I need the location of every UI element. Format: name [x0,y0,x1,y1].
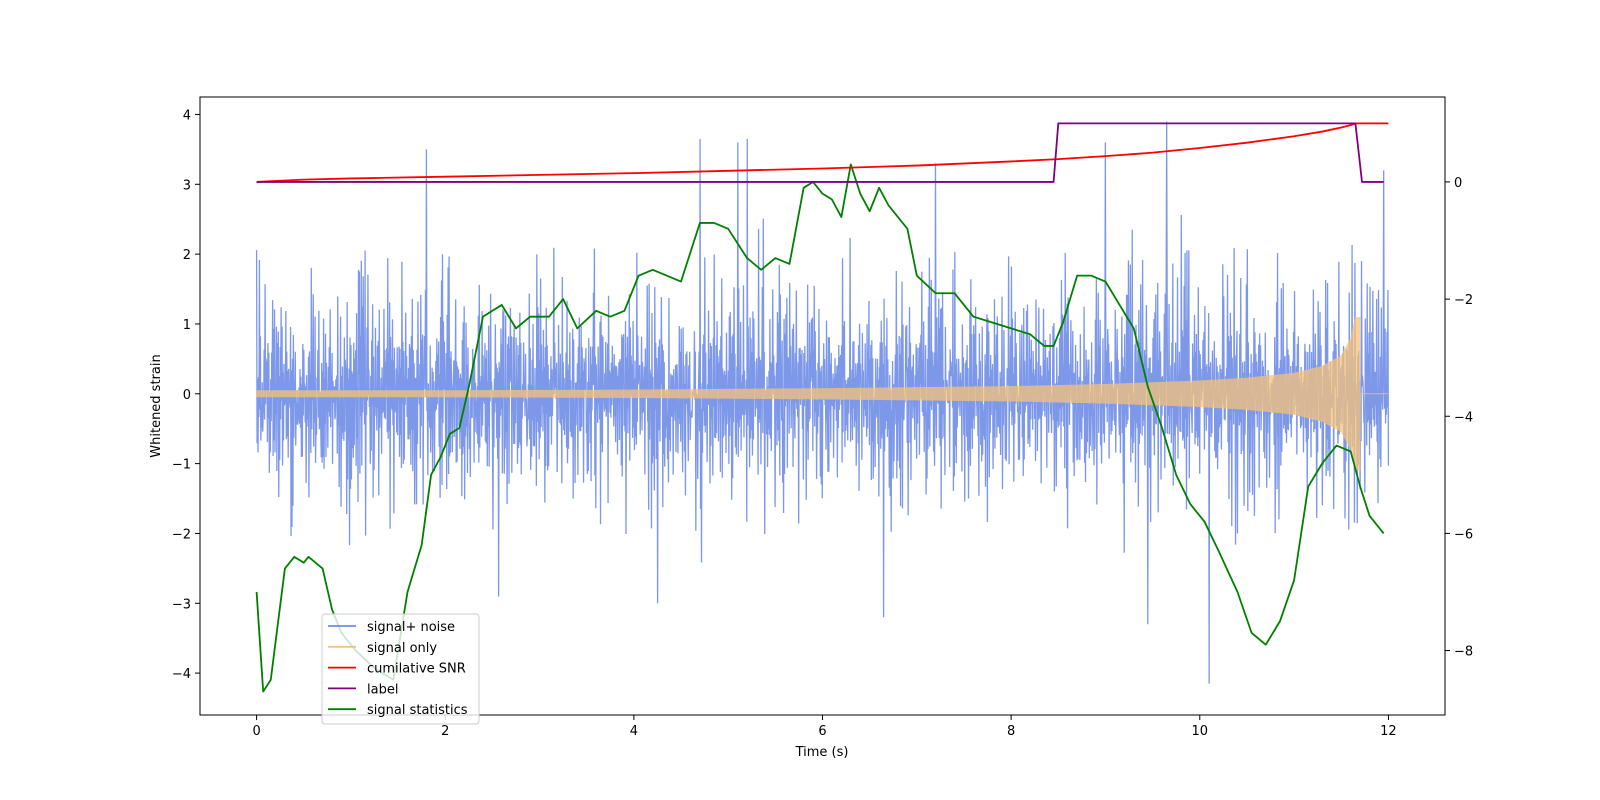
y-right-tick-label: 0 [1454,176,1462,191]
legend-label: cumilative SNR [367,662,466,677]
y-left-tick-label: −4 [172,667,191,682]
legend-label: label [367,682,398,697]
x-tick-label: 0 [252,724,260,739]
legend-label: signal only [367,641,437,656]
series-signal-noise [255,121,1390,684]
x-axis-label: Time (s) [795,745,849,760]
y-axis-right: −8 −6 −4 −2 0 [1445,176,1473,660]
series-signal-statistics [255,163,1385,693]
y-left-tick-label: 0 [183,388,191,403]
y-left-tick-label: 2 [183,248,191,263]
series-cumulative-snr [256,122,1389,183]
legend-box [321,613,480,725]
x-tick-label: 4 [630,724,638,739]
y-axis-label: Whitened strain [149,354,164,457]
x-tick-label: 10 [1191,724,1208,739]
legend-label: signal+ noise [367,620,455,635]
y-right-tick-label: −2 [1454,293,1473,308]
legend: signal+ noise signal only cumilative SNR la… [321,613,480,725]
y-right-tick-label: −6 [1454,527,1473,542]
series-signal-only [256,316,1389,471]
y-left-tick-label: 3 [183,178,191,193]
y-left-tick-label: 1 [183,318,191,333]
y-left-tick-label: −1 [172,458,191,473]
x-tick-label: 8 [1007,724,1015,739]
x-tick-label: 12 [1380,724,1397,739]
y-right-tick-label: −4 [1454,410,1473,425]
y-axis-left: −4 −3 −2 −1 0 1 2 3 4 [172,108,200,682]
y-left-tick-label: 4 [183,108,191,123]
legend-label: signal statistics [367,703,468,718]
y-right-tick-label: −8 [1454,645,1473,660]
series-label [256,122,1384,183]
x-tick-label: 2 [441,724,449,739]
y-left-tick-label: −2 [172,527,191,542]
x-tick-label: 6 [818,724,826,739]
y-left-tick-label: −3 [172,597,191,612]
